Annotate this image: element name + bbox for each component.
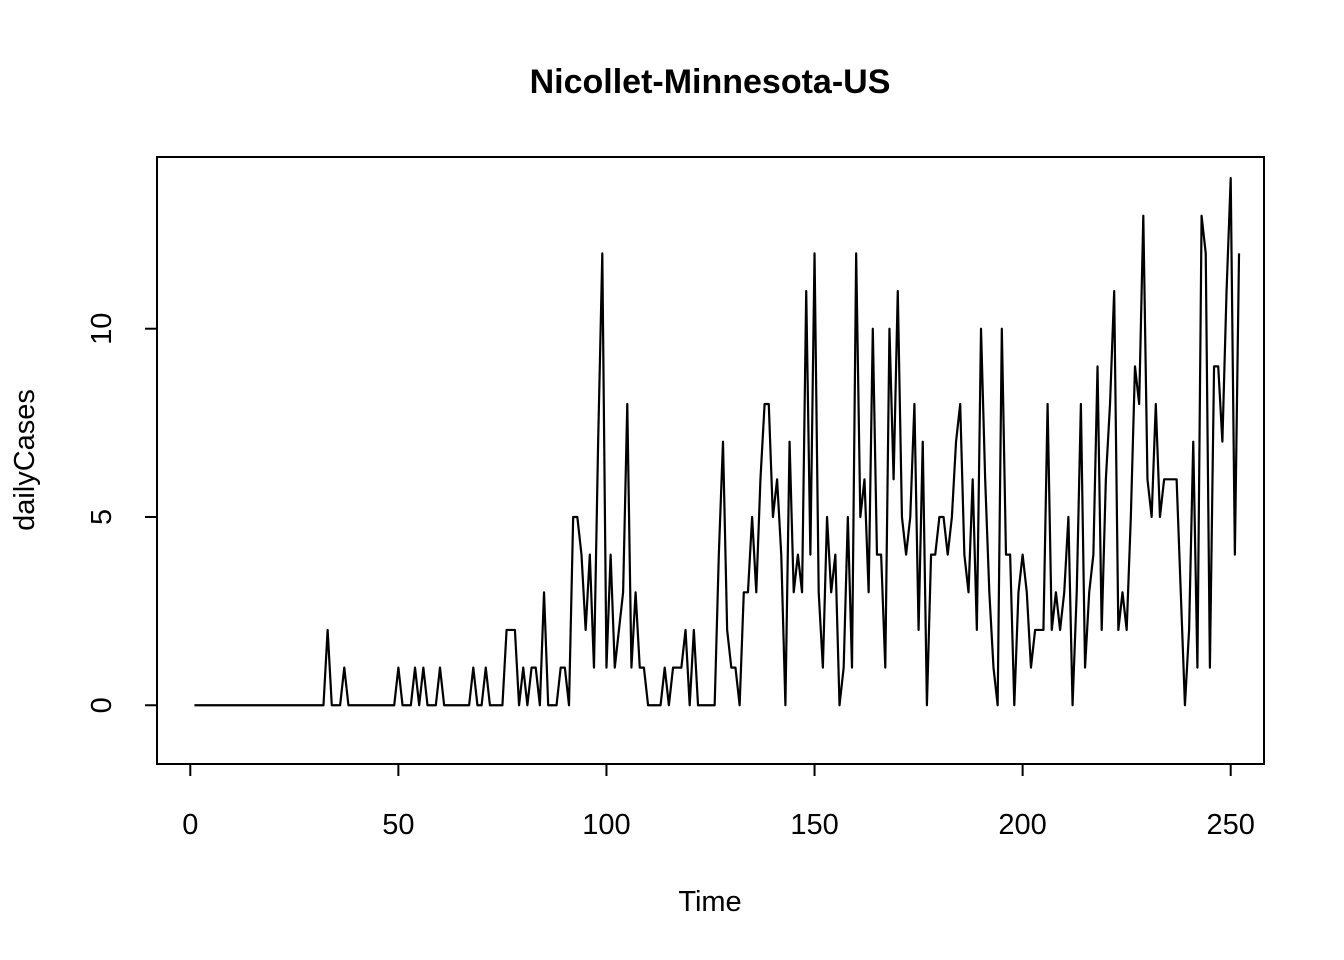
- y-axis-label: dailyCases: [9, 389, 41, 531]
- y-tick-label: 5: [86, 509, 118, 525]
- chart-title: Nicollet-Minnesota-US: [530, 63, 891, 101]
- x-tick-label: 0: [182, 809, 198, 841]
- y-axis: 0 5 10: [86, 313, 158, 713]
- series-line: [194, 176, 1241, 707]
- x-axis: 0 50 100 150 200 250: [182, 763, 1255, 841]
- x-tick-label: 50: [382, 809, 414, 841]
- x-tick-label: 100: [582, 809, 630, 841]
- y-tick-label: 10: [86, 313, 118, 345]
- x-axis-label: Time: [678, 886, 741, 918]
- series-group: [194, 176, 1241, 707]
- x-tick-label: 250: [1207, 809, 1255, 841]
- y-tick-label: 0: [86, 697, 118, 713]
- x-tick-label: 150: [790, 809, 838, 841]
- x-tick-label: 200: [998, 809, 1046, 841]
